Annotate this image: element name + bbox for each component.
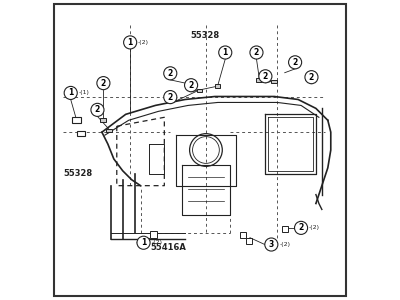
Circle shape xyxy=(164,67,177,80)
Bar xyxy=(256,78,262,82)
Circle shape xyxy=(164,91,177,103)
Bar xyxy=(150,231,158,238)
Text: 2: 2 xyxy=(254,48,259,57)
Text: 55328: 55328 xyxy=(64,169,93,178)
Text: 2: 2 xyxy=(309,73,314,82)
Text: -(2): -(2) xyxy=(152,240,162,245)
Circle shape xyxy=(288,56,302,69)
Text: 2: 2 xyxy=(95,105,100,114)
Bar xyxy=(215,84,220,88)
Text: 3: 3 xyxy=(269,240,274,249)
Text: 55416A: 55416A xyxy=(151,243,187,252)
FancyBboxPatch shape xyxy=(141,238,149,243)
Circle shape xyxy=(219,46,232,59)
Text: 1: 1 xyxy=(223,48,228,57)
Bar xyxy=(106,129,112,133)
Text: 2: 2 xyxy=(298,224,304,232)
Bar xyxy=(246,238,252,244)
Text: 2: 2 xyxy=(168,69,173,78)
FancyBboxPatch shape xyxy=(72,117,80,123)
Circle shape xyxy=(137,236,150,249)
Circle shape xyxy=(294,221,308,234)
Circle shape xyxy=(91,103,104,116)
Circle shape xyxy=(250,46,263,59)
Bar xyxy=(100,118,106,122)
FancyBboxPatch shape xyxy=(54,4,346,296)
Bar xyxy=(240,232,246,238)
Bar xyxy=(185,83,190,86)
Text: -(2): -(2) xyxy=(138,40,149,45)
Text: 55328: 55328 xyxy=(190,31,219,40)
Bar xyxy=(197,89,202,92)
Bar xyxy=(271,80,277,83)
Circle shape xyxy=(184,79,198,92)
Text: 1: 1 xyxy=(141,238,146,247)
Text: -(2): -(2) xyxy=(279,242,290,247)
Circle shape xyxy=(64,86,77,100)
Text: 2: 2 xyxy=(292,58,298,67)
Text: 1: 1 xyxy=(128,38,133,47)
Text: 2: 2 xyxy=(188,81,194,90)
Circle shape xyxy=(259,70,272,83)
Circle shape xyxy=(97,76,110,90)
Text: -(1): -(1) xyxy=(79,90,90,95)
Circle shape xyxy=(124,36,137,49)
FancyBboxPatch shape xyxy=(77,131,85,137)
Circle shape xyxy=(305,70,318,84)
Text: 2: 2 xyxy=(263,72,268,81)
Circle shape xyxy=(265,238,278,251)
Bar xyxy=(282,226,288,232)
Text: 2: 2 xyxy=(101,79,106,88)
Text: 2: 2 xyxy=(168,93,173,102)
Text: -(2): -(2) xyxy=(309,225,320,230)
Text: 1: 1 xyxy=(68,88,73,98)
